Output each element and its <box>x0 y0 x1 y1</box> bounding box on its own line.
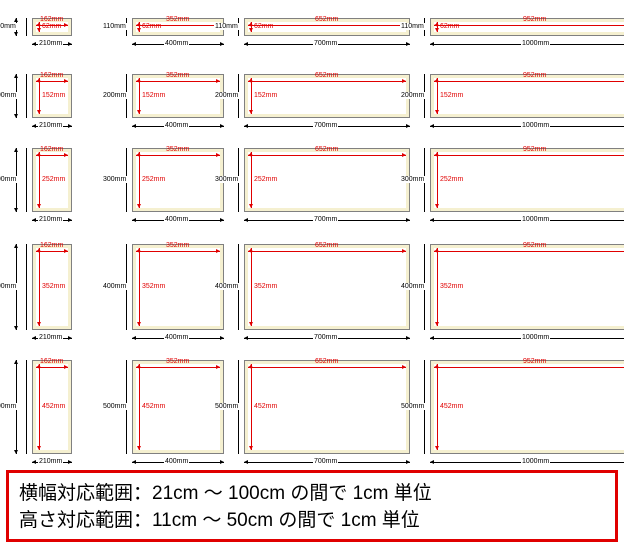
outer-height-label: 300mm <box>400 176 425 183</box>
outer-height-label: 300mm <box>102 176 127 183</box>
inner-width-label: 952mm <box>523 16 546 23</box>
outer-height-label: 500mm <box>214 403 239 410</box>
inner-width-label: 162mm <box>40 146 63 153</box>
inner-width-label: 162mm <box>40 72 63 79</box>
inner-height-label: 62mm <box>142 23 161 30</box>
outer-height-label: 200mm <box>214 92 239 99</box>
outer-height-label: 300mm <box>214 176 239 183</box>
inner-width-label: 652mm <box>315 242 338 249</box>
outer-width-label: 210mm <box>38 216 63 223</box>
inner-height-label: 252mm <box>254 176 277 183</box>
outer-width-label: 700mm <box>313 40 338 47</box>
outer-width-label: 210mm <box>38 40 63 47</box>
inner-width-label: 352mm <box>166 146 189 153</box>
outer-height-label: 500mm <box>400 403 425 410</box>
inner-width-label: 352mm <box>166 16 189 23</box>
inner-width-label: 162mm <box>40 358 63 365</box>
outer-width-label: 210mm <box>38 334 63 341</box>
outer-width-label: 400mm <box>164 334 189 341</box>
inner-height-label: 152mm <box>142 92 165 99</box>
outer-width-label: 400mm <box>164 122 189 129</box>
inner-width-label: 652mm <box>315 146 338 153</box>
inner-width-label: 652mm <box>315 72 338 79</box>
inner-height-label: 352mm <box>254 283 277 290</box>
outer-width-label: 700mm <box>313 122 338 129</box>
outer-width-label: 400mm <box>164 40 189 47</box>
inner-width-label: 352mm <box>166 358 189 365</box>
inner-height-label: 152mm <box>42 92 65 99</box>
outer-width-label: 700mm <box>313 458 338 465</box>
outer-width-label: 400mm <box>164 458 189 465</box>
inner-width-label: 952mm <box>523 146 546 153</box>
width-range-text: 横幅対応範囲：21cm ～ 100cm の間で 1cm 単位 <box>19 481 605 508</box>
outer-width-label: 210mm <box>38 458 63 465</box>
outer-width-label: 210mm <box>38 122 63 129</box>
inner-height-label: 452mm <box>42 403 65 410</box>
outer-height-label: 400mm <box>102 283 127 290</box>
inner-height-label: 352mm <box>440 283 463 290</box>
outer-height-label: 500mm <box>0 403 17 410</box>
outer-height-label: 200mm <box>400 92 425 99</box>
outer-width-label: 1000mm <box>521 334 550 341</box>
inner-width-label: 952mm <box>523 242 546 249</box>
inner-height-label: 152mm <box>254 92 277 99</box>
inner-height-label: 152mm <box>440 92 463 99</box>
inner-width-label: 162mm <box>40 242 63 249</box>
outer-height-label: 110mm <box>102 23 127 30</box>
inner-height-label: 352mm <box>42 283 65 290</box>
inner-height-label: 452mm <box>254 403 277 410</box>
inner-height-label: 252mm <box>440 176 463 183</box>
outer-height-label: 400mm <box>214 283 239 290</box>
outer-height-label: 200mm <box>0 92 17 99</box>
inner-height-label: 62mm <box>42 23 61 30</box>
inner-width-label: 352mm <box>166 242 189 249</box>
inner-width-label: 652mm <box>315 16 338 23</box>
height-range-text: 高さ対応範囲：11cm ～ 50cm の間で 1cm 単位 <box>19 508 605 535</box>
outer-width-label: 700mm <box>313 334 338 341</box>
outer-width-label: 1000mm <box>521 216 550 223</box>
outer-height-label: 110mm <box>214 23 239 30</box>
inner-width-label: 162mm <box>40 16 63 23</box>
footer-range-box: 横幅対応範囲：21cm ～ 100cm の間で 1cm 単位 高さ対応範囲：11… <box>6 470 618 542</box>
inner-width-label: 952mm <box>523 358 546 365</box>
inner-height-label: 352mm <box>142 283 165 290</box>
inner-height-label: 62mm <box>440 23 459 30</box>
inner-height-label: 252mm <box>42 176 65 183</box>
outer-height-label: 400mm <box>400 283 425 290</box>
outer-width-label: 1000mm <box>521 458 550 465</box>
outer-width-label: 700mm <box>313 216 338 223</box>
outer-height-label: 500mm <box>102 403 127 410</box>
frame-size-grid: 110mm210mm162mm62mm110mm400mm352mm62mm11… <box>8 8 616 462</box>
inner-height-label: 62mm <box>254 23 273 30</box>
inner-height-label: 452mm <box>142 403 165 410</box>
inner-width-label: 352mm <box>166 72 189 79</box>
outer-height-label: 300mm <box>0 176 17 183</box>
outer-height-label: 110mm <box>0 23 17 30</box>
outer-height-label: 200mm <box>102 92 127 99</box>
outer-height-label: 110mm <box>400 23 425 30</box>
inner-height-label: 252mm <box>142 176 165 183</box>
outer-width-label: 1000mm <box>521 122 550 129</box>
outer-width-label: 1000mm <box>521 40 550 47</box>
inner-width-label: 652mm <box>315 358 338 365</box>
outer-height-label: 400mm <box>0 283 17 290</box>
outer-width-label: 400mm <box>164 216 189 223</box>
inner-height-label: 452mm <box>440 403 463 410</box>
inner-width-label: 952mm <box>523 72 546 79</box>
